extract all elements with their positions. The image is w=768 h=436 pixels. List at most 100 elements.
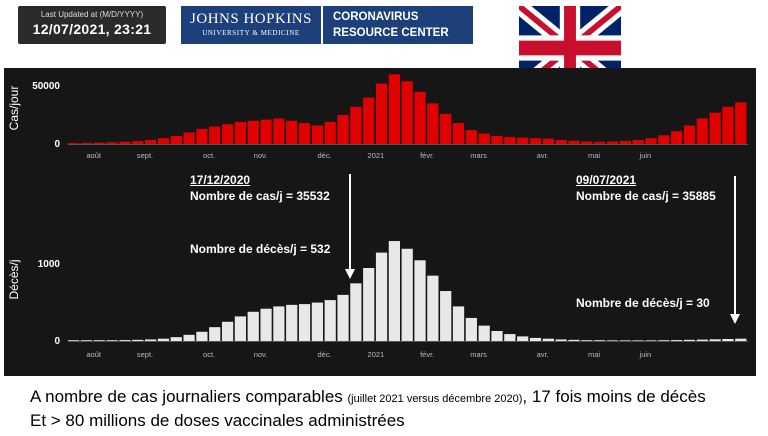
- deaths-bar: [80, 340, 93, 341]
- cases-bar: [388, 74, 400, 144]
- cases-x-tick-label: 2021: [368, 151, 385, 160]
- cases-bar: [542, 138, 554, 144]
- deaths-bar: [452, 306, 465, 341]
- cases-bar: [696, 118, 708, 144]
- cases-bar: [260, 119, 272, 144]
- deaths-bar: [504, 334, 516, 341]
- deaths-bar: [350, 283, 362, 341]
- cases-bar: [555, 139, 567, 144]
- annotation-left-cases: Nombre de cas/j = 35532: [190, 189, 330, 203]
- caption-line-2: Et > 80 millions de doses vaccinales adm…: [30, 411, 405, 430]
- cases-bar: [645, 138, 657, 144]
- deaths-bar: [388, 241, 400, 341]
- cases-bar: [414, 91, 426, 144]
- caption-line-1-small: (juillet 2021 versus décembre 2020): [347, 393, 523, 405]
- cases-bar: [337, 114, 349, 144]
- cases-bar: [132, 141, 144, 144]
- deaths-bar: [337, 294, 349, 342]
- caption-line-1: A nombre de cas journaliers comparables …: [30, 386, 706, 410]
- cases-y-tick-label: 0: [54, 139, 60, 150]
- cases-bar: [363, 97, 375, 144]
- cases-bar: [68, 143, 80, 144]
- cases-bar: [568, 140, 580, 144]
- deaths-x-tick-label: août: [86, 350, 102, 359]
- deaths-bar: [157, 338, 170, 341]
- deaths-bar: [286, 304, 298, 341]
- deaths-bar: [671, 340, 683, 341]
- cases-bar: [170, 135, 182, 144]
- deaths-bar: [632, 340, 644, 341]
- deaths-bar: [440, 291, 452, 341]
- cases-x-tick-label: sept.: [137, 151, 153, 160]
- cases-bar: [465, 130, 477, 144]
- cases-bar: [221, 124, 234, 144]
- cases-bar: [735, 102, 747, 144]
- cases-bar: [632, 139, 644, 144]
- deaths-x-tick-label: mai: [588, 350, 600, 359]
- cases-bar: [658, 135, 670, 144]
- deaths-x-tick-label: févr.: [420, 350, 434, 359]
- cases-bar: [619, 140, 631, 144]
- deaths-bar: [735, 338, 747, 341]
- cases-bar: [350, 106, 362, 144]
- last-updated-box: Last Updated at (M/D/YYYY) 12/07/2021, 2…: [18, 6, 166, 44]
- cases-x-tick-label: mai: [588, 151, 600, 160]
- cases-x-tick-label: juin: [639, 151, 652, 160]
- arrows: [345, 174, 740, 324]
- deaths-bar: [606, 340, 619, 341]
- deaths-bar: [645, 340, 657, 341]
- deaths-bar: [93, 340, 105, 341]
- deaths-bar: [414, 260, 426, 341]
- chart-panel: 0 50000 Cas/jour août sept. oct. nov. déc. 2021 f…: [4, 68, 756, 376]
- deaths-y-tick-label: 1000: [38, 259, 61, 270]
- deaths-bar: [517, 336, 529, 341]
- deaths-bar: [683, 339, 696, 341]
- deaths-bar: [594, 340, 606, 341]
- deaths-bar: [555, 339, 567, 341]
- cases-bar: [709, 112, 721, 144]
- deaths-bar: [401, 248, 413, 341]
- cases-bar: [183, 132, 195, 144]
- jhu-logo-sub: UNIVERSITY & MEDICINE: [202, 29, 300, 37]
- annotation-left-deaths: Nombre de décès/j = 532: [190, 242, 331, 256]
- annotation-right-deaths: Nombre de décès/j = 30: [576, 296, 710, 310]
- deaths-bar: [196, 331, 208, 341]
- deaths-bar: [478, 325, 490, 342]
- jhu-logo: JOHNS HOPKINS UNIVERSITY & MEDICINE: [181, 6, 321, 44]
- deaths-bar: [542, 338, 554, 341]
- cases-bar: [234, 121, 247, 144]
- deaths-x-tick-label: avr.: [537, 350, 549, 359]
- deaths-bar: [144, 339, 157, 341]
- deaths-bar: [132, 339, 144, 341]
- cases-x-tick-label: oct.: [203, 151, 215, 160]
- deaths-x-tick-label: mars: [470, 350, 487, 359]
- jhu-logo-name: JOHNS HOPKINS: [190, 11, 312, 27]
- cases-bar: [722, 106, 734, 144]
- annotation-right-cases: Nombre de cas/j = 35885: [576, 189, 716, 203]
- cases-bar: [209, 126, 221, 144]
- deaths-bar: [619, 340, 631, 341]
- cases-chart: 0 50000 Cas/jour août sept. oct. nov. déc. 2021 f…: [7, 74, 748, 160]
- cases-bar: [106, 142, 118, 144]
- cases-bar: [401, 81, 413, 144]
- cases-bar: [247, 120, 259, 144]
- deaths-bar: [375, 252, 388, 341]
- cases-bar: [286, 120, 298, 144]
- deaths-bar: [324, 300, 336, 341]
- chart-svg: 0 50000 Cas/jour août sept. oct. nov. déc. 2021 f…: [7, 74, 748, 359]
- deaths-x-tick-label: 2021: [368, 350, 385, 359]
- cases-bar: [311, 125, 323, 144]
- cases-x-tick-label: févr.: [420, 151, 434, 160]
- deaths-bar: [209, 327, 221, 341]
- cases-x-tick-label: août: [86, 151, 102, 160]
- deaths-x-tick-label: nov.: [254, 350, 268, 359]
- cases-bar: [529, 138, 542, 144]
- last-updated-label: Last Updated at (M/D/YYYY): [40, 10, 144, 19]
- deaths-chart: 0 1000 Décès/j août sept. oct. nov. déc. 2021 fév…: [7, 241, 748, 359]
- deaths-x-tick-label: juin: [639, 350, 652, 359]
- deaths-bar: [311, 302, 323, 341]
- deaths-y-tick-label: 0: [54, 336, 60, 347]
- deaths-bar: [581, 340, 593, 341]
- cases-bar: [452, 123, 465, 144]
- cases-x-tick-label: déc.: [318, 151, 332, 160]
